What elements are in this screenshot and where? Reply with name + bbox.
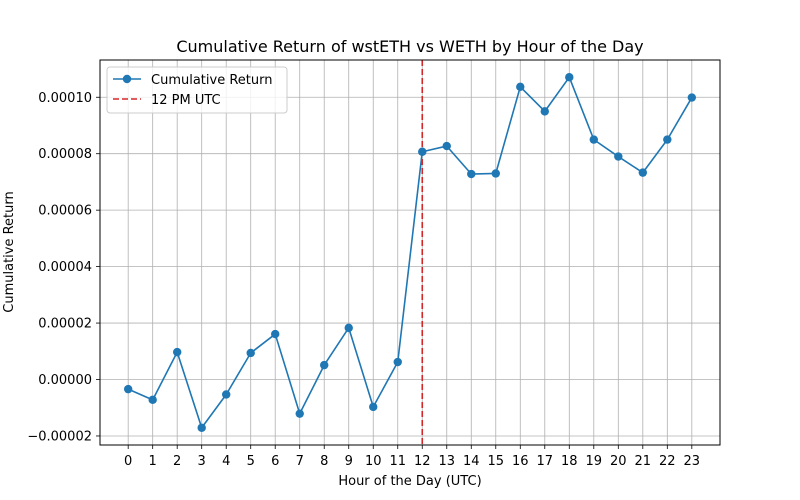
x-tick-label: 0 <box>124 454 132 469</box>
x-tick-label: 16 <box>512 454 529 469</box>
x-tick-label: 10 <box>365 454 382 469</box>
x-tick-label: 7 <box>296 454 304 469</box>
x-tick-label: 15 <box>487 454 504 469</box>
x-tick-label: 4 <box>222 454 230 469</box>
y-axis-ticks: −0.00002 0.00000 0.00002 0.00004 0.00006 0.00… <box>27 91 100 444</box>
data-point <box>516 82 525 92</box>
y-tick-label: 0.00000 <box>38 373 92 388</box>
legend-reference-label: 12 PM UTC <box>151 93 221 108</box>
x-tick-label: 11 <box>389 454 406 469</box>
data-point <box>320 360 329 370</box>
data-point <box>172 347 182 357</box>
x-tick-label: 6 <box>271 454 279 469</box>
x-axis-ticks: 0 1 2 3 4 5 6 7 8 9 10 11 12 13 14 15 16 17 18 19 20 21 22 23 <box>124 445 700 469</box>
data-point <box>442 141 451 151</box>
y-tick-label: 0.00006 <box>38 204 92 219</box>
x-tick-label: 3 <box>198 454 206 469</box>
grid <box>100 60 720 445</box>
x-tick-label: 22 <box>659 454 676 469</box>
data-point <box>123 384 133 394</box>
data-point <box>295 409 304 418</box>
data-point <box>369 402 378 412</box>
data-point <box>565 73 574 82</box>
x-tick-label: 1 <box>149 454 157 469</box>
y-tick-label: −0.00002 <box>27 429 92 444</box>
series-group <box>123 73 697 432</box>
data-point <box>393 357 402 367</box>
legend-box <box>106 66 288 114</box>
x-tick-label: 8 <box>320 454 328 469</box>
x-tick-label: 23 <box>684 454 701 469</box>
x-axis-label: Hour of the Day (UTC) <box>338 474 481 489</box>
data-point <box>271 329 280 339</box>
data-point <box>491 169 500 178</box>
data-point <box>418 147 427 156</box>
y-tick-label: 0.00010 <box>38 91 92 106</box>
data-point <box>614 152 623 161</box>
data-point <box>148 395 157 405</box>
data-point <box>246 348 255 358</box>
x-tick-label: 9 <box>345 454 353 469</box>
data-point <box>344 323 353 333</box>
y-axis-label: Cumulative Return <box>2 191 17 312</box>
x-tick-label: 19 <box>586 454 603 469</box>
chart-title: Cumulative Return of wstETH vs WETH by H… <box>176 37 643 56</box>
x-tick-label: 20 <box>610 454 627 469</box>
legend-series-marker <box>122 74 132 84</box>
y-tick-label: 0.00004 <box>38 260 92 275</box>
data-point <box>663 135 672 144</box>
y-tick-label: 0.00002 <box>38 317 92 332</box>
x-tick-label: 18 <box>561 454 578 469</box>
x-tick-label: 5 <box>247 454 255 469</box>
x-tick-label: 13 <box>438 454 455 469</box>
data-point <box>687 93 697 102</box>
data-point <box>589 135 598 144</box>
y-tick-label: 0.00008 <box>38 147 92 162</box>
x-tick-label: 21 <box>635 454 652 469</box>
x-tick-label: 17 <box>537 454 554 469</box>
data-point <box>540 107 549 116</box>
data-point <box>467 169 476 179</box>
data-point <box>222 390 231 399</box>
data-point <box>638 168 648 177</box>
x-tick-label: 12 <box>414 454 431 469</box>
series-line <box>127 76 693 429</box>
legend: Cumulative Return 12 PM UTC <box>106 66 288 114</box>
data-point <box>197 423 206 432</box>
plot-frame <box>99 59 721 446</box>
legend-series-label: Cumulative Return <box>151 73 272 88</box>
x-tick-label: 14 <box>463 454 480 469</box>
x-tick-label: 2 <box>173 454 181 469</box>
